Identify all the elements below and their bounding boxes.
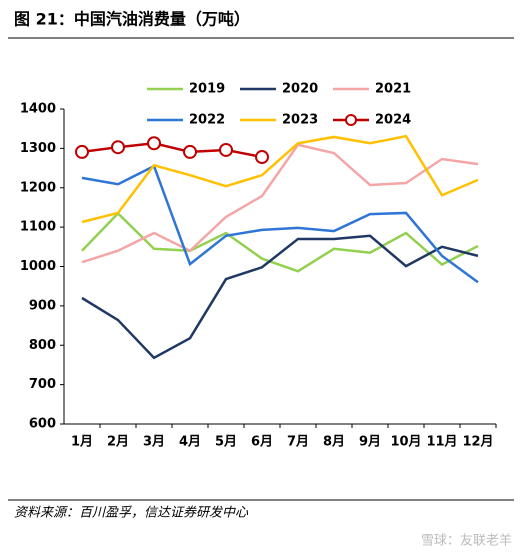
x-tick-label: 10月 xyxy=(390,435,421,450)
y-tick-label: 1200 xyxy=(20,180,56,195)
series-line xyxy=(81,234,479,360)
x-tick-label: 1月 xyxy=(71,435,93,450)
point xyxy=(75,144,89,159)
series-line xyxy=(81,211,479,273)
legend-label: 2019 xyxy=(189,82,225,97)
point xyxy=(183,144,197,159)
x-tick-label: 8月 xyxy=(323,435,345,450)
legend-marker xyxy=(345,114,357,126)
x-tick-label: 4月 xyxy=(179,435,201,450)
series-line xyxy=(81,141,263,159)
point xyxy=(111,140,125,155)
source: 资料来源：百川盈孚，信达证券研发中心 xyxy=(14,506,249,521)
series-line xyxy=(81,134,479,224)
y-tick-label: 700 xyxy=(29,377,56,392)
x-tick-label: 9月 xyxy=(359,435,381,450)
x-tick-label: 12月 xyxy=(462,435,493,450)
x-tick-label: 3月 xyxy=(143,435,165,450)
chart-title: 图 21：中国汽油消费量（万吨） xyxy=(14,10,250,29)
y-tick-label: 800 xyxy=(29,338,56,353)
series-line xyxy=(81,164,479,284)
legend-label: 2022 xyxy=(189,113,225,128)
x-tick-label: 7月 xyxy=(287,435,309,450)
x-tick-label: 6月 xyxy=(251,435,273,450)
point xyxy=(255,150,269,165)
point xyxy=(219,142,233,157)
legend-label: 2023 xyxy=(282,113,318,128)
y-tick-label: 1100 xyxy=(20,220,56,235)
legend-label: 2021 xyxy=(375,82,411,97)
watermark: 雪球：友联老羊 xyxy=(421,533,512,549)
y-tick-label: 900 xyxy=(29,298,56,313)
y-tick-label: 600 xyxy=(29,417,56,432)
series-line xyxy=(81,143,479,264)
point xyxy=(147,136,161,151)
y-tick-label: 1000 xyxy=(20,259,56,274)
x-tick-label: 11月 xyxy=(426,435,457,450)
y-tick-label: 1400 xyxy=(20,102,56,117)
x-tick-label: 5月 xyxy=(215,435,237,450)
y-tick-label: 1300 xyxy=(20,141,56,156)
x-tick-label: 2月 xyxy=(107,435,129,450)
legend-label: 2024 xyxy=(375,113,411,128)
legend-label: 2020 xyxy=(282,82,318,97)
